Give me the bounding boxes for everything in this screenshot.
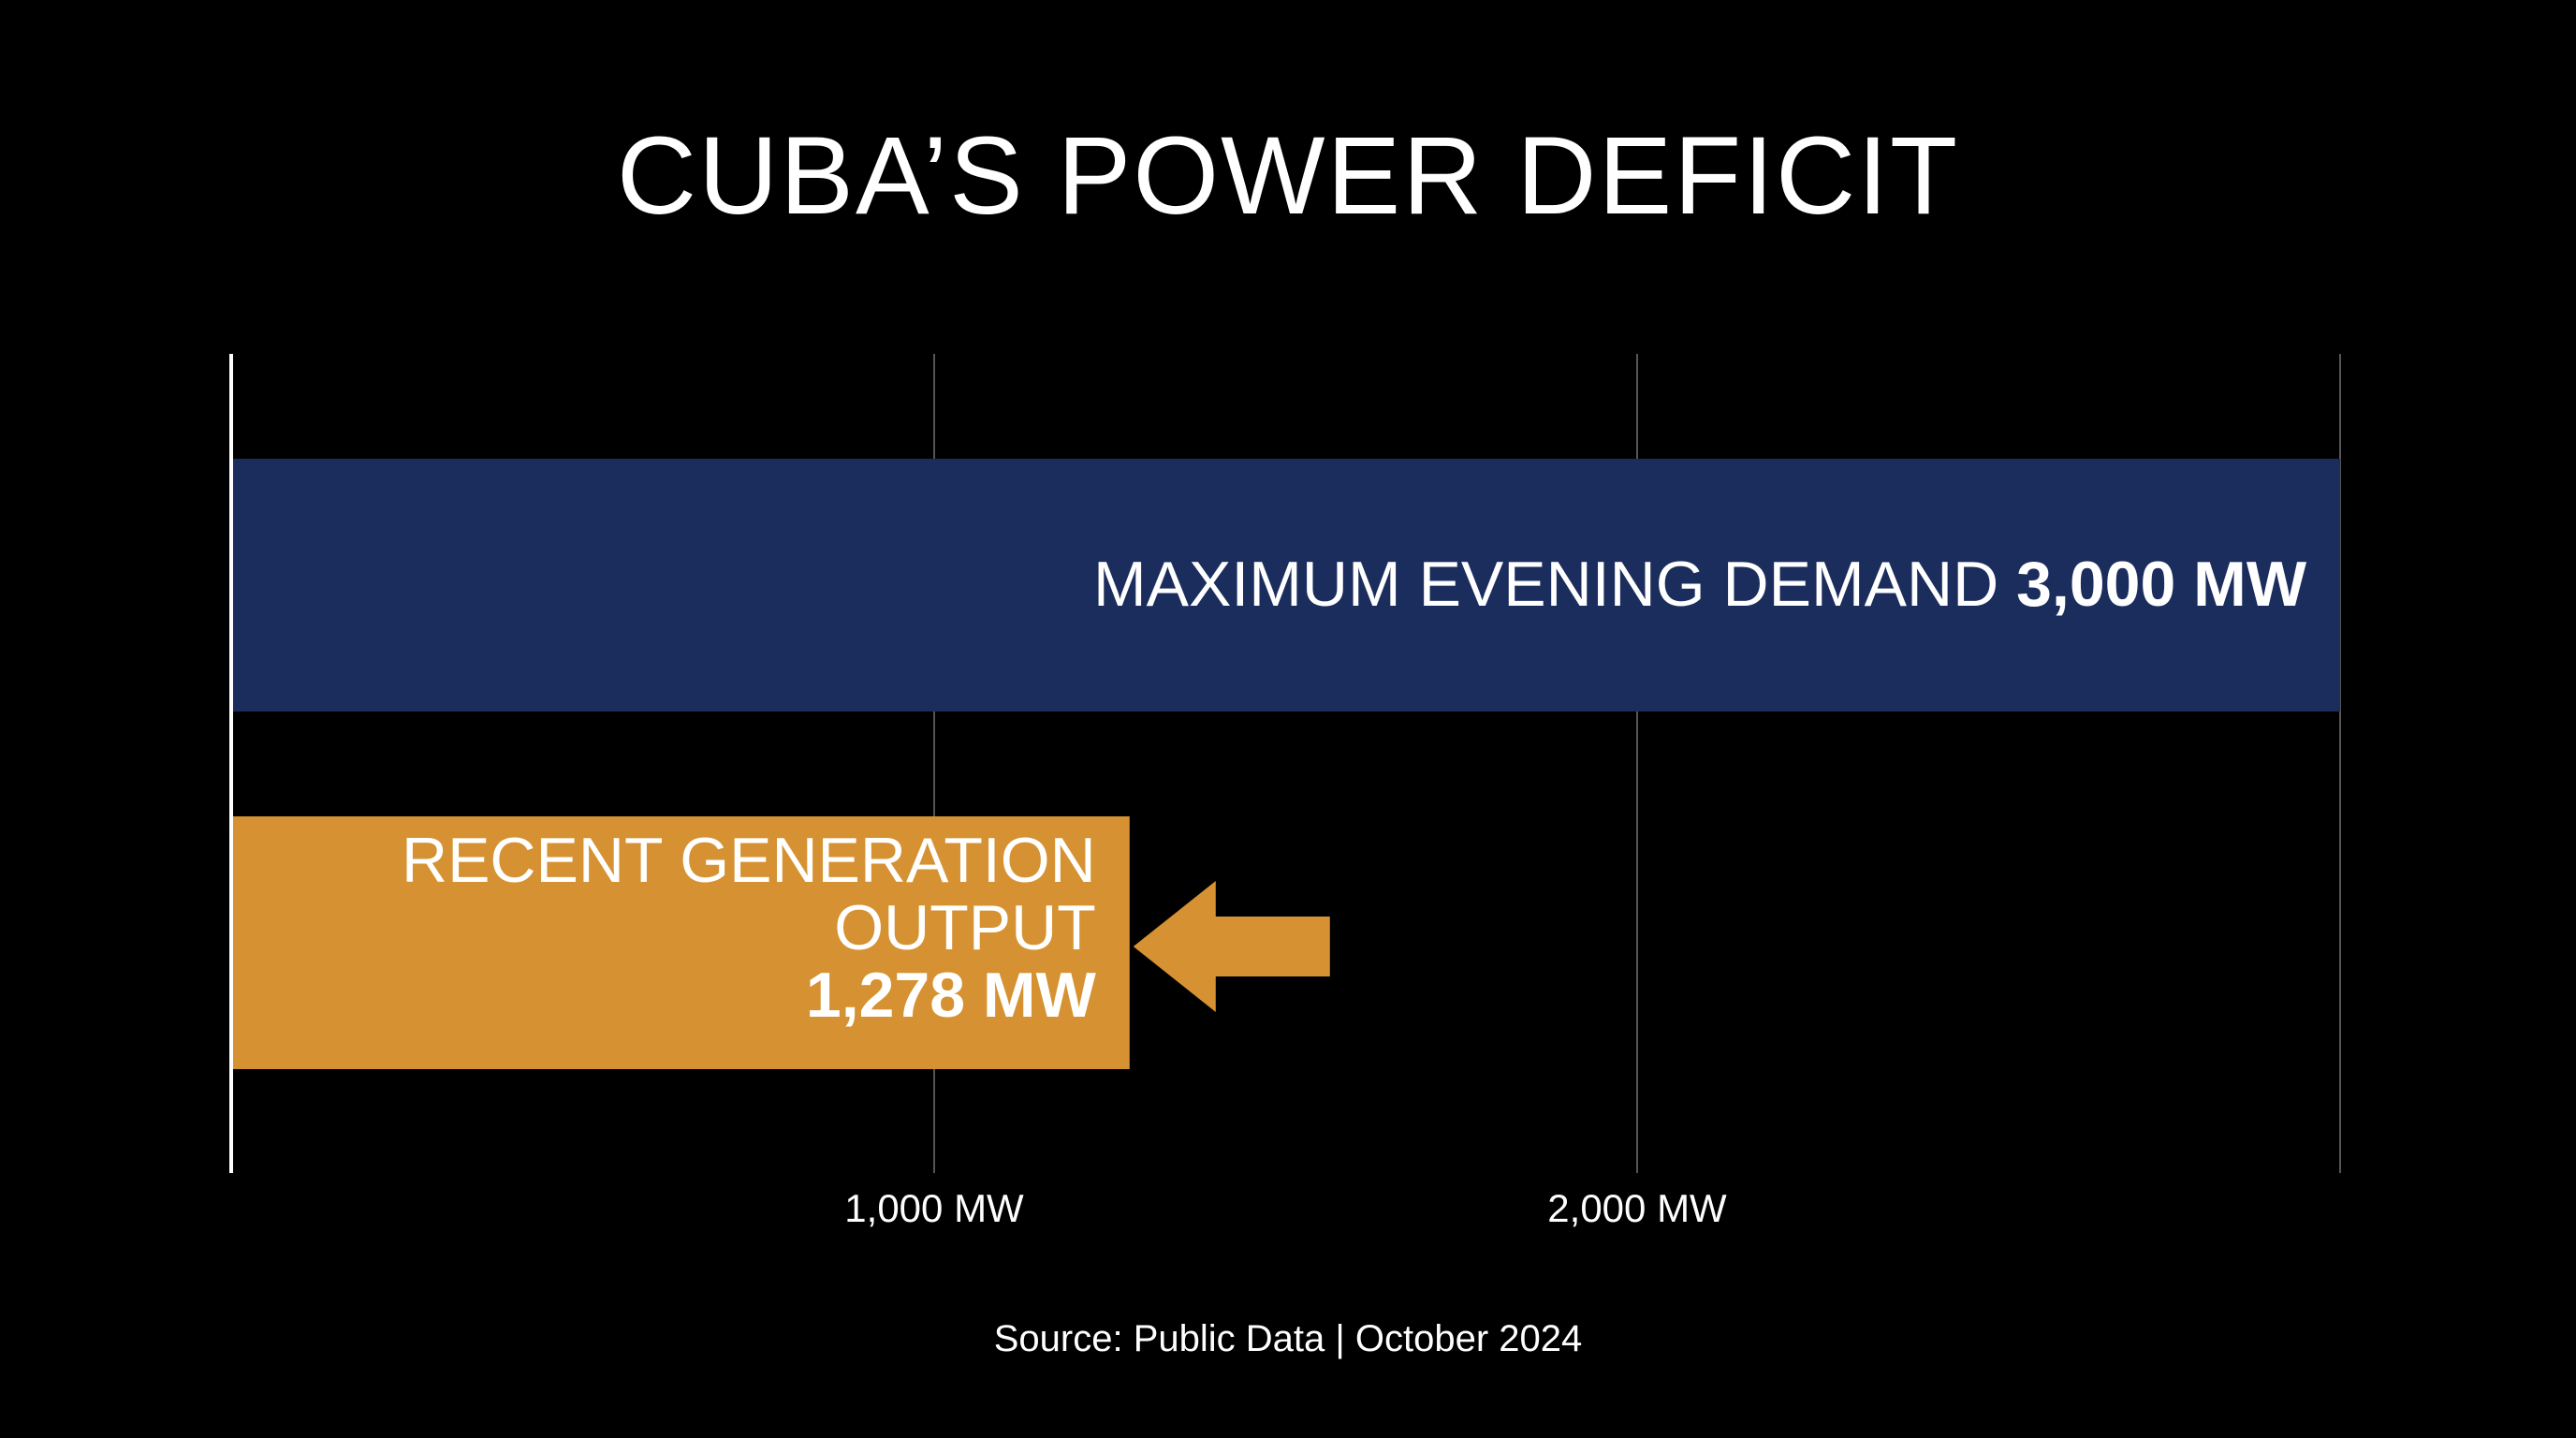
bar-category-label: MAXIMUM EVENING DEMAND <box>1093 549 2016 620</box>
bar-label-1: MAXIMUM EVENING DEMAND 3,000 MW <box>1093 549 2307 620</box>
tick-label-2: 2,000 MW <box>1547 1186 1727 1230</box>
chart-title: CUBA’S POWER DEFICIT <box>616 114 1960 238</box>
bar-category-label-line-1: RECENT GENERATION <box>402 825 1096 896</box>
bar-category-label-line-2: OUTPUT <box>834 892 1096 963</box>
tick-label-1: 1,000 MW <box>844 1186 1024 1230</box>
bar-value-label: 3,000 MW <box>2016 549 2307 620</box>
tick-labels: 1,000 MW 2,000 MW <box>844 1186 1727 1230</box>
annotations <box>1133 881 1330 1012</box>
arrow-icon <box>1133 881 1330 1012</box>
bars <box>231 459 2340 1069</box>
bar-labels: MAXIMUM EVENING DEMAND 3,000 MW RECENT GE… <box>402 549 2307 1031</box>
source-note: Source: Public Data | October 2024 <box>993 1318 1583 1359</box>
bar-value-label: 1,278 MW <box>806 960 1097 1031</box>
bar-max-evening-demand <box>231 459 2340 712</box>
bar-recent-generation-output <box>231 816 1130 1069</box>
